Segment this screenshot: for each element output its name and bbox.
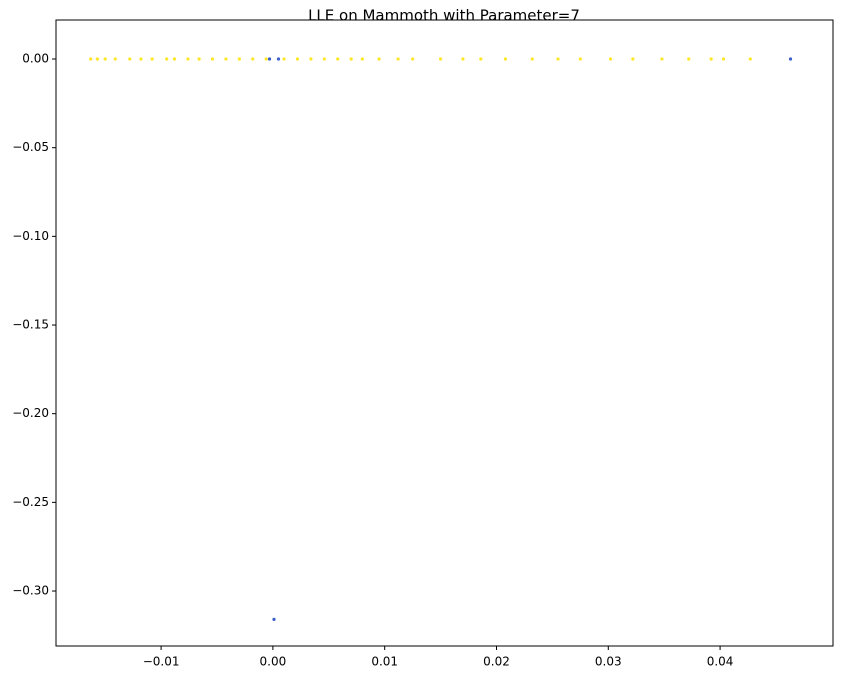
y-tick-label: 0.00 — [22, 52, 49, 66]
point — [479, 57, 483, 61]
x-tick-label: 0.00 — [260, 655, 287, 669]
chart-title: LLE on Mammoth with Parameter=7 — [308, 7, 580, 25]
point — [461, 57, 465, 61]
point — [578, 57, 582, 61]
y-tick-label: −0.25 — [12, 495, 49, 509]
point — [788, 57, 793, 61]
point — [267, 57, 272, 61]
point — [396, 57, 400, 61]
point — [360, 57, 364, 61]
point — [336, 57, 340, 61]
point — [503, 57, 508, 61]
point — [309, 57, 313, 61]
y-tick-label: −0.20 — [12, 406, 49, 420]
point — [709, 57, 713, 61]
point — [721, 57, 726, 61]
y-tick-label: −0.30 — [12, 584, 49, 598]
point — [224, 57, 228, 61]
point — [295, 57, 300, 61]
point — [150, 57, 154, 61]
point — [210, 57, 215, 61]
plot-frame — [55, 19, 834, 647]
point — [608, 57, 613, 61]
point — [139, 57, 143, 61]
x-tick-label: 0.02 — [483, 655, 510, 669]
point — [237, 57, 241, 61]
x-tick-label: 0.01 — [371, 655, 398, 669]
x-tick-label: −0.01 — [143, 655, 180, 669]
point — [530, 57, 534, 61]
point — [172, 57, 177, 61]
point — [349, 57, 353, 61]
point — [95, 57, 99, 61]
x-tick-label: 0.04 — [707, 655, 734, 669]
point — [264, 57, 268, 61]
point — [322, 57, 326, 61]
x-tick-label: 0.03 — [595, 655, 622, 669]
point — [282, 57, 286, 61]
point — [438, 57, 443, 61]
point — [556, 57, 560, 61]
point — [128, 57, 132, 61]
point — [251, 57, 255, 61]
point — [411, 57, 415, 61]
point — [89, 57, 93, 61]
y-tick-label: −0.05 — [12, 140, 49, 154]
point — [687, 57, 691, 61]
y-tick-label: −0.10 — [12, 229, 49, 243]
point — [197, 57, 201, 61]
point — [377, 57, 381, 61]
point — [660, 57, 664, 61]
point — [276, 57, 281, 61]
y-tick-label: −0.15 — [12, 318, 49, 332]
point — [631, 57, 635, 61]
point — [186, 57, 190, 61]
point — [165, 57, 169, 61]
point — [113, 57, 117, 61]
point — [272, 617, 276, 621]
point — [748, 57, 752, 61]
point — [103, 57, 107, 61]
